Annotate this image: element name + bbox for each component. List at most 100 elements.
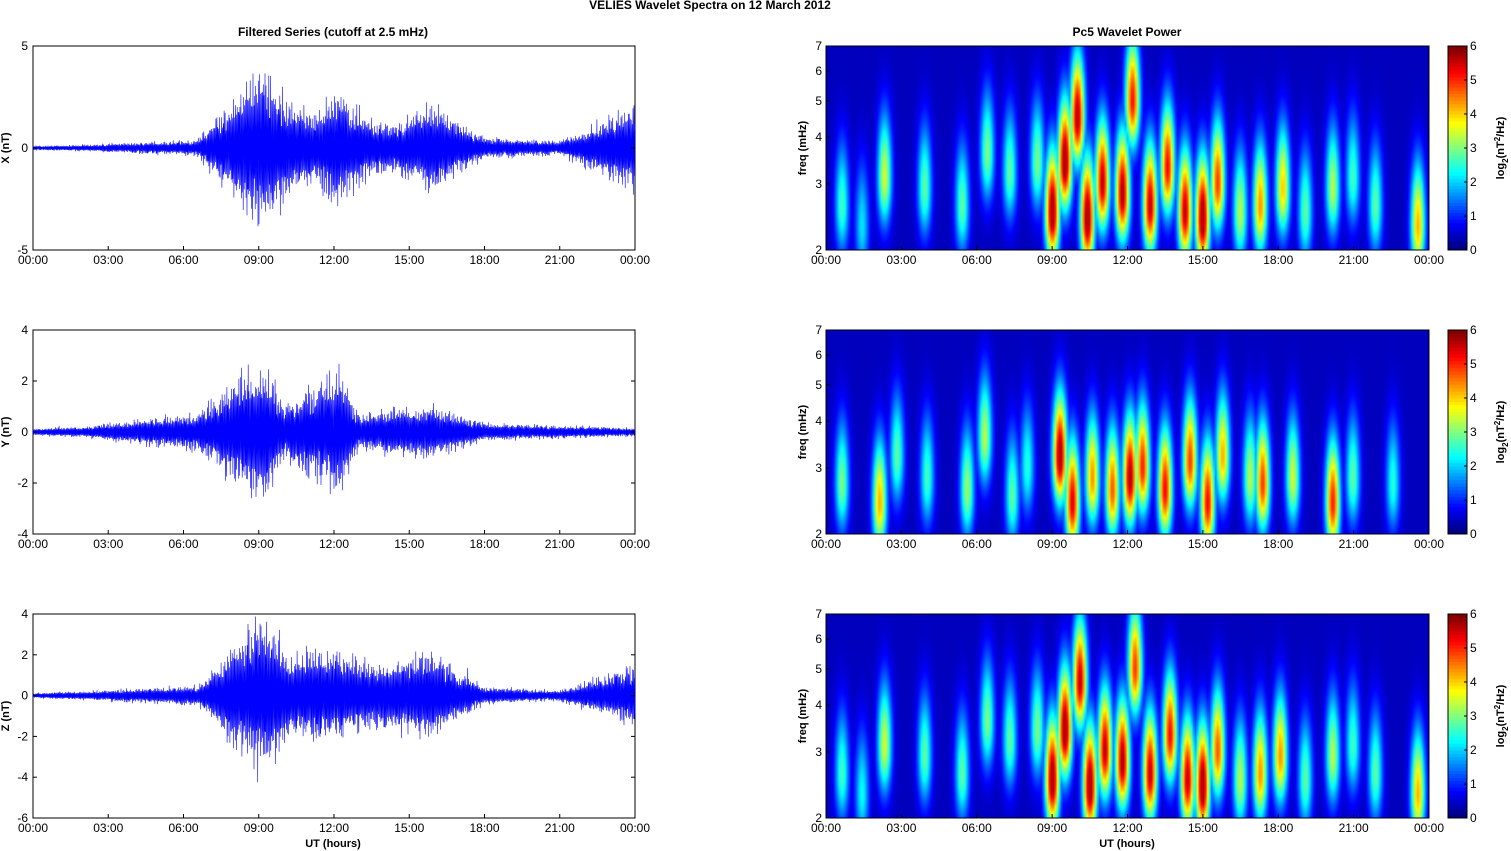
- ytick-label: 2: [21, 374, 28, 388]
- colorbar-swatch: [1448, 668, 1467, 673]
- colorbar-swatch: [1448, 56, 1467, 61]
- colorbar-swatch: [1448, 445, 1467, 450]
- colorbar-swatch: [1448, 466, 1467, 470]
- colorbar: 0 1 2 3 4 5 6 log2(nT2/Hz): [1447, 607, 1510, 825]
- colorbar-swatch: [1448, 634, 1467, 639]
- wavelet-power-image-x_power: [826, 46, 1429, 250]
- colorbar-swatch: [1448, 374, 1467, 379]
- heat-xtick-label: 09:00: [1037, 537, 1067, 551]
- colorbar-swatch: [1448, 614, 1467, 618]
- colorbar-swatch: [1448, 401, 1467, 406]
- line-xtick-label: 18:00: [469, 821, 499, 835]
- colorbar-swatch: [1448, 199, 1467, 203]
- colorbar-swatch: [1448, 770, 1467, 775]
- colorbar-label: log2(nT2/Hz): [1493, 116, 1510, 179]
- colorbar-swatch: [1448, 398, 1467, 402]
- colorbar-swatch: [1448, 120, 1467, 125]
- colorbar-swatch: [1448, 493, 1467, 498]
- line-xtick-label: 21:00: [545, 253, 575, 267]
- ytick-label: 0: [21, 141, 28, 155]
- ylabel-y_series: Y (nT): [0, 416, 12, 447]
- colorbar-swatch: [1448, 76, 1467, 81]
- right-xlabel: UT (hours): [1099, 838, 1155, 850]
- colorbar-label: log2(nT2/Hz): [1493, 684, 1510, 747]
- heat-xtick-label: 15:00: [1188, 537, 1218, 551]
- colorbar-tick-label: 6: [1470, 607, 1477, 621]
- colorbar-swatch: [1448, 202, 1467, 207]
- colorbar-swatch: [1448, 678, 1467, 683]
- colorbar-swatch: [1448, 733, 1467, 737]
- heat-xtick-label: 00:00: [811, 821, 841, 835]
- colorbar-swatch: [1448, 675, 1467, 680]
- colorbar-swatch: [1448, 787, 1467, 792]
- colorbar-swatch: [1448, 229, 1467, 234]
- colorbar-swatch: [1448, 209, 1467, 214]
- heat-xtick-label: 06:00: [962, 537, 992, 551]
- colorbar-swatch: [1448, 233, 1467, 237]
- colorbar-swatch: [1448, 489, 1467, 494]
- colorbar-tick-label: 6: [1470, 323, 1477, 337]
- colorbar-swatch: [1448, 452, 1467, 457]
- colorbar-swatch: [1448, 624, 1467, 629]
- colorbar-swatch: [1448, 658, 1467, 663]
- colorbar-tick-label: 3: [1470, 141, 1477, 155]
- ylabel-z_power: freq (mHz): [797, 688, 809, 743]
- colorbar-swatch: [1448, 93, 1467, 98]
- colorbar-tick-label: 4: [1470, 391, 1477, 405]
- colorbar-swatch: [1448, 387, 1467, 392]
- colorbar-swatch: [1448, 500, 1467, 504]
- colorbar-swatch: [1448, 171, 1467, 176]
- colorbar-swatch: [1448, 455, 1467, 460]
- colorbar-swatch: [1448, 719, 1467, 724]
- colorbar-swatch: [1448, 483, 1467, 487]
- colorbar-swatch: [1448, 801, 1467, 805]
- heat-xtick-label: 21:00: [1339, 821, 1369, 835]
- colorbar-swatch: [1448, 685, 1467, 690]
- colorbar-swatch: [1448, 496, 1467, 501]
- colorbar-swatch: [1448, 648, 1467, 652]
- colorbar-swatch: [1448, 158, 1467, 163]
- colorbar-swatch: [1448, 510, 1467, 515]
- colorbar-swatch: [1448, 347, 1467, 351]
- colorbar-swatch: [1448, 243, 1467, 248]
- colorbar-swatch: [1448, 216, 1467, 220]
- line-xtick-label: 00:00: [620, 253, 650, 267]
- colorbar-swatch: [1448, 442, 1467, 447]
- colorbar-swatch: [1448, 360, 1467, 365]
- colorbar-tick-label: 2: [1470, 175, 1477, 189]
- line-xtick-label: 03:00: [93, 253, 123, 267]
- ytick-label: 2: [815, 527, 822, 541]
- line-xtick-label: 06:00: [168, 821, 198, 835]
- colorbar-swatch: [1448, 222, 1467, 227]
- colorbar-swatch: [1448, 527, 1467, 532]
- colorbar-swatch: [1448, 178, 1467, 183]
- ytick-label: 7: [815, 323, 822, 337]
- colorbar-swatch: [1448, 408, 1467, 413]
- colorbar-swatch: [1448, 110, 1467, 115]
- colorbar-tick-label: 5: [1470, 357, 1477, 371]
- colorbar-tick-label: 1: [1470, 209, 1477, 223]
- colorbar-swatch: [1448, 709, 1467, 714]
- line-xtick-label: 15:00: [394, 253, 424, 267]
- heat-xtick-label: 15:00: [1188, 253, 1218, 267]
- heat-xtick-label: 00:00: [1414, 537, 1444, 551]
- colorbar-swatch: [1448, 73, 1467, 78]
- colorbar-swatch: [1448, 425, 1467, 430]
- colorbar-swatch: [1448, 161, 1467, 166]
- ytick-label: -2: [17, 729, 28, 743]
- heat-xtick-label: 21:00: [1339, 537, 1369, 551]
- ytick-label: 4: [815, 698, 822, 712]
- wavelet-power-image-z_power: [826, 614, 1429, 818]
- heat-xtick-label: 21:00: [1339, 253, 1369, 267]
- colorbar-swatch: [1448, 336, 1467, 341]
- colorbar-swatch: [1448, 353, 1467, 358]
- colorbar-swatch: [1448, 46, 1467, 50]
- heat-xtick-label: 18:00: [1263, 537, 1293, 551]
- colorbar-swatch: [1448, 421, 1467, 426]
- ytick-label: 7: [815, 607, 822, 621]
- ytick-label: -5: [17, 243, 28, 257]
- colorbar-swatch: [1448, 192, 1467, 197]
- colorbar-swatch: [1448, 794, 1467, 799]
- colorbar-swatch: [1448, 712, 1467, 717]
- ylabel-x_series: X (nT): [0, 132, 12, 163]
